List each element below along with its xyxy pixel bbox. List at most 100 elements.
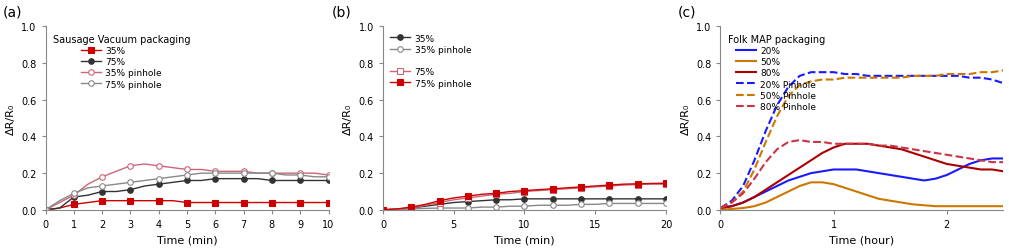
75% xyxy=(124,188,136,192)
50% xyxy=(816,181,828,184)
80% xyxy=(851,143,863,146)
75% xyxy=(462,197,474,200)
75% xyxy=(237,178,249,180)
80% xyxy=(714,207,726,210)
35% xyxy=(660,198,672,200)
20% xyxy=(940,174,952,177)
35% xyxy=(448,201,460,204)
75% xyxy=(561,188,573,190)
20% Pinhole xyxy=(997,82,1009,85)
20% Pinhole xyxy=(725,200,738,202)
75% xyxy=(490,193,502,196)
Y-axis label: ΔR/R₀: ΔR/R₀ xyxy=(343,103,353,134)
50% Pinhole xyxy=(952,73,965,76)
35% xyxy=(281,201,293,204)
50% Pinhole xyxy=(838,77,851,80)
50% xyxy=(794,185,806,188)
35% pinhole xyxy=(96,176,108,178)
35% pinhole xyxy=(618,202,630,205)
80% Pinhole xyxy=(851,143,863,146)
75% pinhole xyxy=(166,176,179,178)
80% xyxy=(771,181,783,184)
80% Pinhole xyxy=(907,148,919,151)
50% xyxy=(986,205,998,208)
35% xyxy=(124,200,136,202)
35% pinhole xyxy=(462,207,474,210)
50% Pinhole xyxy=(997,70,1009,72)
Line: 35%: 35% xyxy=(42,198,331,213)
Text: (b): (b) xyxy=(332,6,352,20)
75% xyxy=(39,208,51,212)
35% pinhole xyxy=(420,207,432,210)
50% xyxy=(771,196,783,199)
35% pinhole xyxy=(448,207,460,210)
50% xyxy=(714,208,726,212)
50% Pinhole xyxy=(964,73,976,76)
80% xyxy=(838,143,851,146)
50% Pinhole xyxy=(805,80,817,84)
20% Pinhole xyxy=(851,73,863,76)
20% Pinhole xyxy=(760,130,772,133)
35% xyxy=(295,201,307,204)
75% pinhole xyxy=(561,186,573,190)
75% pinhole xyxy=(181,174,193,177)
35% xyxy=(377,208,389,212)
35% pinhole xyxy=(110,170,122,173)
20% Pinhole xyxy=(918,75,930,78)
75% xyxy=(309,179,321,182)
80% Pinhole xyxy=(873,144,885,148)
20% Pinhole xyxy=(737,185,749,188)
20% Pinhole xyxy=(873,75,885,78)
75% pinhole xyxy=(660,182,672,185)
20% xyxy=(907,178,919,180)
80% xyxy=(725,205,738,208)
35% xyxy=(575,198,587,200)
20% xyxy=(725,205,738,208)
75% pinhole xyxy=(96,185,108,188)
20% xyxy=(771,185,783,188)
50% Pinhole xyxy=(782,95,794,98)
50% Pinhole xyxy=(794,84,806,87)
50% Pinhole xyxy=(771,115,783,118)
50% Pinhole xyxy=(816,79,828,82)
80% xyxy=(794,166,806,170)
35% pinhole xyxy=(195,168,207,171)
35% xyxy=(82,201,94,204)
50% xyxy=(997,205,1009,208)
35% xyxy=(309,201,321,204)
75% xyxy=(504,192,517,195)
20% xyxy=(794,176,806,178)
35% xyxy=(96,200,108,202)
50% Pinhole xyxy=(929,75,941,78)
50% xyxy=(851,190,863,193)
20% Pinhole xyxy=(794,75,806,78)
75% pinhole xyxy=(195,172,207,175)
50% xyxy=(975,205,987,208)
75% pinhole xyxy=(265,172,277,175)
35% xyxy=(406,207,418,210)
75% xyxy=(265,179,277,182)
35% pinhole xyxy=(533,204,545,207)
50% xyxy=(827,183,839,186)
35% pinhole xyxy=(632,202,644,205)
20% Pinhole xyxy=(884,75,896,78)
80% xyxy=(805,159,817,162)
Y-axis label: ΔR/R₀: ΔR/R₀ xyxy=(680,103,690,134)
35% pinhole xyxy=(660,202,672,205)
20% Pinhole xyxy=(749,159,761,162)
80% xyxy=(782,174,794,177)
75% pinhole xyxy=(476,193,488,196)
20% xyxy=(896,176,908,178)
20% xyxy=(997,157,1009,160)
20% Pinhole xyxy=(896,75,908,78)
35% pinhole xyxy=(166,166,179,170)
20% xyxy=(986,157,998,160)
20% Pinhole xyxy=(952,75,965,78)
35% pinhole xyxy=(265,172,277,175)
80% Pinhole xyxy=(816,141,828,144)
75% xyxy=(533,189,545,192)
Line: 35% pinhole: 35% pinhole xyxy=(380,201,669,213)
35% pinhole xyxy=(223,170,235,173)
80% Pinhole xyxy=(929,152,941,155)
35% pinhole xyxy=(251,172,263,175)
